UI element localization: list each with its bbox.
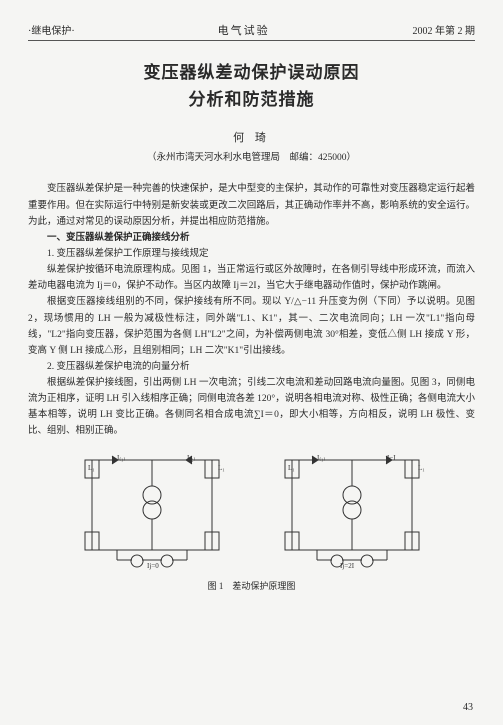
header-section-label: ·继电保护·: [28, 22, 75, 37]
paragraph: 纵差保护按循环电流原理构成。见图 1，当正常运行或区外故障时，在各侧引导线中形成…: [28, 262, 475, 294]
label: L₁: [418, 464, 425, 472]
issue-label: 2002 年第 2 期: [412, 22, 475, 37]
subsection-heading: 1. 变压器纵差保护工作原理与接线规定: [28, 246, 475, 262]
page-number: 43: [463, 702, 473, 713]
title-line-1: 变压器纵差动保护误动原因: [28, 59, 475, 86]
title-line-2: 分析和防范措施: [28, 86, 475, 113]
figure-caption: 图 1 差动保护原理图: [28, 579, 475, 592]
author-block: 何 琦 （永州市湾天河水利水电管理局 邮编：425000）: [28, 129, 475, 163]
journal-name: 电气试验: [218, 22, 270, 38]
label: Ij=0: [147, 562, 159, 570]
label: L₁: [88, 464, 95, 472]
paragraph: 变压器纵差保护是一种完善的快速保护，是大中型变的主保护，其动作的可靠性对变压器稳…: [28, 181, 475, 229]
figure-1: L₁ L₁ I₍₁₎ I₍₂₎ Ij=0 L₁ L₁ I₍₁₎ I−I Ij=2…: [28, 450, 475, 592]
article-body: 变压器纵差保护是一种完善的快速保护，是大中型变的主保护，其动作的可靠性对变压器稳…: [28, 181, 475, 439]
circuit-diagram-icon: L₁ L₁ I₍₁₎ I₍₂₎ Ij=0 L₁ L₁ I₍₁₎ I−I Ij=2…: [62, 450, 442, 570]
label: I₍₁₎: [117, 454, 125, 462]
label: L₁: [288, 464, 295, 472]
label: L₁: [218, 464, 225, 472]
label: I₍₁₎: [317, 454, 325, 462]
page-header: ·继电保护· 电气试验 2002 年第 2 期: [28, 22, 475, 41]
label: I₍₂₎: [187, 454, 195, 462]
article-title: 变压器纵差动保护误动原因 分析和防范措施: [28, 59, 475, 113]
label: Ij=2I: [340, 562, 355, 570]
paragraph: 根据变压器接线组别的不同，保护接线有所不同。现以 Y/△−11 升压变为例（下同…: [28, 294, 475, 359]
section-heading: 一、变压器纵差保护正确接线分析: [28, 230, 475, 246]
author-name: 何 琦: [28, 129, 475, 145]
paragraph: 根据纵差保护接线图，引出两侧 LH 一次电流；引线二次电流和差动回路电流向量图。…: [28, 375, 475, 440]
author-affiliation: （永州市湾天河水利水电管理局 邮编：425000）: [28, 149, 475, 163]
subsection-heading: 2. 变压器纵差保护电流的向量分析: [28, 359, 475, 375]
label: I−I: [387, 454, 396, 462]
